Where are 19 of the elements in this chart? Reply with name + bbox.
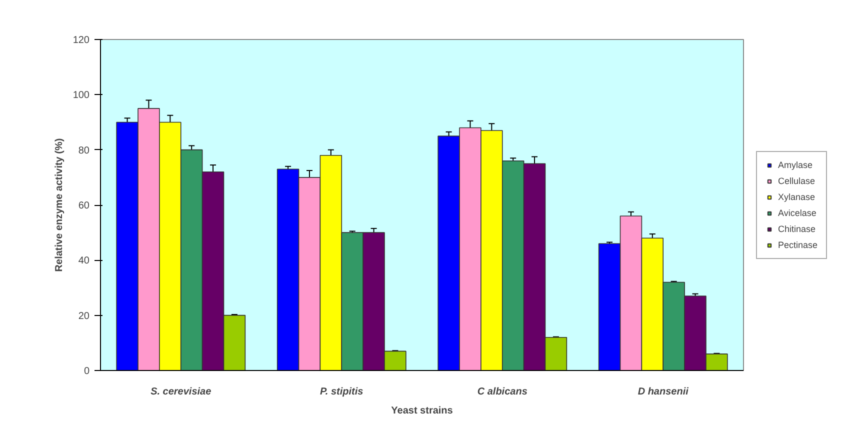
x-axis-title: Yeast strains xyxy=(391,406,454,416)
x-tick-label: S. cerevisiae xyxy=(150,386,212,398)
x-tick-label: C albicans xyxy=(477,386,528,398)
y-tick-label: 40 xyxy=(78,256,90,267)
legend-label: Cellulase xyxy=(778,176,816,186)
legend-label: Pectinase xyxy=(778,240,818,250)
x-tick-label: D hansenii xyxy=(638,386,689,398)
y-tick-label: 60 xyxy=(78,200,90,212)
x-tick-label: P. stipitis xyxy=(320,386,364,398)
y-tick-label: 20 xyxy=(78,310,90,322)
y-tick-label: 0 xyxy=(84,366,90,377)
legend-label: Xylanase xyxy=(778,192,816,202)
y-tick-label: 100 xyxy=(72,90,90,102)
y-axis-title: Relative enzyme activity (%) xyxy=(54,138,65,272)
y-tick-label: 80 xyxy=(78,145,90,156)
legend-label: Chitinase xyxy=(778,224,816,234)
y-tick-label: 120 xyxy=(72,35,90,46)
legend-label: Amylase xyxy=(778,160,813,170)
legend-label: Avicelase xyxy=(778,208,816,218)
